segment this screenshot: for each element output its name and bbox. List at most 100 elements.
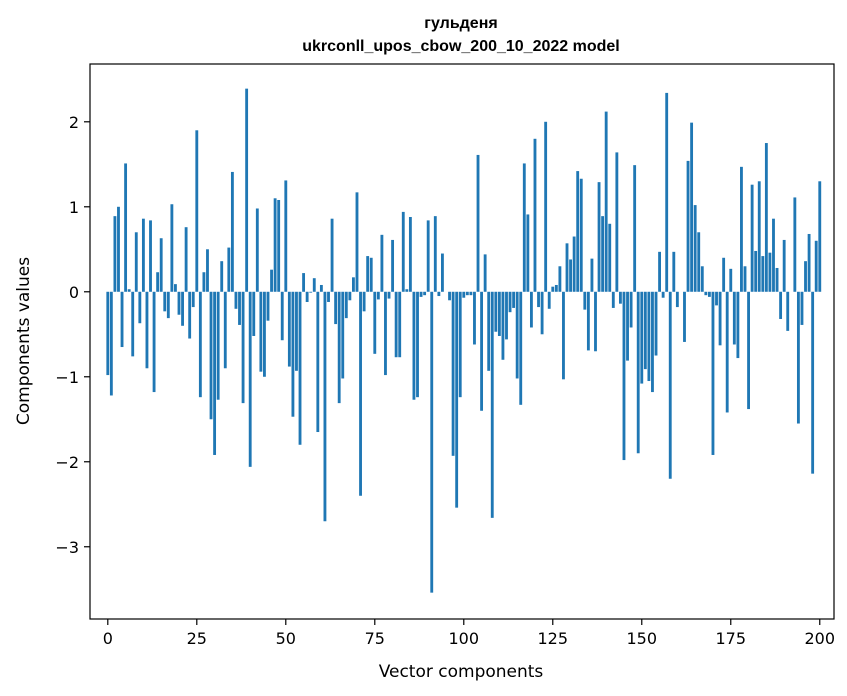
bar-177 xyxy=(736,291,740,359)
bar-73 xyxy=(366,256,370,292)
chart-subtitle: ukrconll_upos_cbow_200_10_2022 model xyxy=(302,38,619,55)
bar-48 xyxy=(277,199,281,292)
y-tick-label: 1 xyxy=(69,198,79,217)
x-axis-ticks: 0 25 50 75 100 125 150 175 200 xyxy=(103,619,835,648)
bar-182 xyxy=(754,250,758,292)
bar-176 xyxy=(732,291,736,345)
bar-37 xyxy=(238,291,241,325)
bar-153 xyxy=(651,291,654,393)
bar-89 xyxy=(423,291,427,296)
bar-102 xyxy=(469,291,473,296)
bar-106 xyxy=(483,254,487,292)
bar-78 xyxy=(384,291,387,376)
bar-45 xyxy=(266,291,270,321)
bar-163 xyxy=(686,160,690,292)
bar-96 xyxy=(448,291,451,301)
bar-85 xyxy=(408,216,412,292)
bar-187 xyxy=(772,218,775,292)
bar-195 xyxy=(800,291,804,325)
bar-2 xyxy=(113,216,117,292)
bar-40 xyxy=(248,291,252,467)
bar-93 xyxy=(437,291,441,297)
bar-21 xyxy=(181,291,184,326)
bar-136 xyxy=(590,258,594,292)
bar-132 xyxy=(576,171,580,292)
bar-181 xyxy=(750,184,754,292)
bar-26 xyxy=(198,291,202,398)
bar-87 xyxy=(416,291,419,398)
bar-43 xyxy=(259,291,263,372)
bar-193 xyxy=(793,197,797,292)
bar-155 xyxy=(658,251,661,292)
y-tick-label: −2 xyxy=(55,453,79,472)
y-axis-label: Components values xyxy=(14,257,34,425)
bar-129 xyxy=(565,243,569,292)
y-tick-label: −3 xyxy=(55,538,79,557)
bar-113 xyxy=(508,291,512,313)
bar-58 xyxy=(312,278,316,292)
bar-133 xyxy=(579,178,583,292)
bar-74 xyxy=(369,257,373,292)
bar-120 xyxy=(533,138,537,292)
bar-122 xyxy=(540,291,544,335)
bar-118 xyxy=(526,214,530,292)
bar-70 xyxy=(355,192,359,292)
bar-149 xyxy=(636,291,640,454)
bar-29 xyxy=(209,291,213,420)
bar-164 xyxy=(690,122,694,292)
bar-125 xyxy=(551,286,555,292)
bar-25 xyxy=(195,130,199,292)
bar-175 xyxy=(729,268,733,292)
bar-107 xyxy=(487,291,491,371)
bar-68 xyxy=(348,291,352,301)
bar-140 xyxy=(604,111,608,292)
bar-130 xyxy=(569,259,572,292)
bar-200 xyxy=(818,181,822,292)
y-tick-label: −1 xyxy=(55,368,79,387)
bar-160 xyxy=(675,291,679,308)
bar-198 xyxy=(811,291,815,474)
bar-32 xyxy=(220,261,224,292)
y-tick-label: 2 xyxy=(69,113,79,132)
bar-17 xyxy=(166,291,170,319)
bar-20 xyxy=(177,291,181,315)
bar-165 xyxy=(693,205,697,292)
y-axis-ticks: −3 −2 −1 0 1 2 xyxy=(55,113,90,557)
bar-162 xyxy=(683,291,686,342)
bar-38 xyxy=(241,291,245,404)
bar-124 xyxy=(547,291,551,309)
bar-172 xyxy=(718,291,722,346)
bar-157 xyxy=(665,92,669,292)
bar-80 xyxy=(391,239,395,292)
bar-111 xyxy=(501,291,505,360)
bar-197 xyxy=(807,233,811,292)
x-tick-label: 50 xyxy=(276,629,296,648)
bar-19 xyxy=(174,284,177,292)
bar-126 xyxy=(554,284,558,292)
bar-135 xyxy=(586,291,590,351)
bar-35 xyxy=(230,171,234,292)
bar-39 xyxy=(245,88,249,292)
bar-6 xyxy=(127,289,131,292)
bar-52 xyxy=(291,291,295,417)
bar-186 xyxy=(768,252,772,292)
bar-9 xyxy=(138,291,142,324)
bar-36 xyxy=(234,291,238,309)
bar-64 xyxy=(334,291,338,325)
bar-171 xyxy=(715,291,718,306)
bar-77 xyxy=(380,234,384,292)
bar-83 xyxy=(401,211,405,292)
bar-12 xyxy=(149,220,152,292)
x-axis-label: Vector components xyxy=(379,662,544,682)
bar-41 xyxy=(252,291,256,336)
bar-158 xyxy=(668,291,672,479)
bar-91 xyxy=(430,291,434,593)
bar-10 xyxy=(141,218,145,292)
bar-128 xyxy=(562,291,565,380)
bar-101 xyxy=(465,291,469,296)
bar-69 xyxy=(352,277,355,292)
bar-151 xyxy=(643,291,647,370)
bar-51 xyxy=(287,291,291,367)
bar-1 xyxy=(109,291,113,396)
